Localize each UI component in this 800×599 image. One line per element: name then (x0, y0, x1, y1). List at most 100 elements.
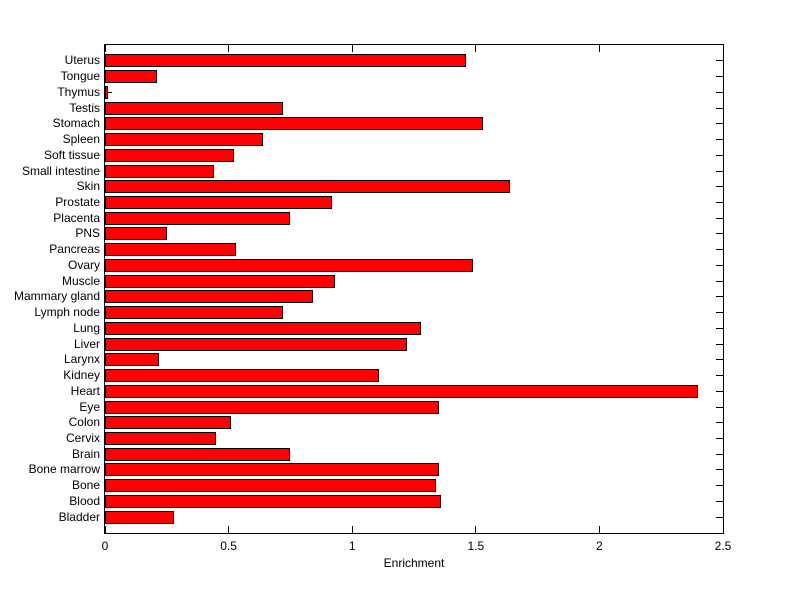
y-tick-right (716, 233, 723, 235)
category-label-bone-marrow: Bone marrow (28, 462, 100, 477)
category-label-bone: Bone (71, 478, 100, 493)
bar-lung (105, 321, 422, 335)
y-tick-right (716, 327, 723, 329)
y-tick-right (716, 438, 723, 439)
category-label-lung: Lung (73, 320, 100, 335)
y-tick-left (105, 91, 112, 93)
x-tick-label-0.5: 0.5 (220, 539, 237, 553)
y-tick-right (716, 485, 723, 487)
y-tick-right (716, 422, 723, 424)
bar-small-intestine (105, 164, 214, 178)
y-tick-right (716, 406, 723, 408)
bar-pancreas (105, 243, 236, 257)
x-tick-label-0: 0 (101, 539, 109, 553)
category-label-soft-tissue: Soft tissue (43, 147, 100, 162)
x-tick-bottom (475, 526, 477, 533)
x-axis-label: Enrichment (383, 556, 445, 570)
y-tick-right (716, 249, 723, 251)
bar-brain (105, 447, 291, 461)
category-label-lymph-node: Lymph node (34, 305, 100, 320)
category-label-stomach: Stomach (52, 116, 100, 131)
x-tick-top (722, 45, 724, 52)
y-tick-right (716, 516, 723, 518)
category-label-eye: Eye (79, 399, 100, 414)
bar-bone (105, 479, 437, 493)
bar-muscle (105, 274, 335, 288)
x-tick-top (598, 45, 600, 52)
category-label-small-intestine: Small intestine (21, 163, 100, 178)
category-label-prostate: Prostate (55, 195, 100, 209)
category-label-skin: Skin (76, 179, 100, 194)
y-tick-right (716, 76, 723, 78)
y-tick-right (716, 60, 723, 62)
y-tick-right (716, 375, 723, 376)
category-label-uterus: Uterus (64, 53, 100, 68)
y-tick-right (716, 390, 723, 392)
bar-bladder (105, 510, 175, 524)
y-tick-right (716, 312, 723, 314)
x-tick-label-1: 1 (348, 539, 356, 553)
y-tick-right (716, 280, 723, 282)
x-tick-bottom (104, 526, 106, 533)
y-tick-right (716, 123, 723, 125)
category-label-colon: Colon (68, 415, 100, 430)
bar-placenta (105, 211, 291, 225)
y-tick-right (716, 154, 723, 156)
y-tick-right (716, 107, 723, 109)
category-label-liver: Liver (73, 336, 100, 351)
bar-lymph-node (105, 306, 283, 320)
bar-tongue (105, 70, 157, 84)
y-tick-right (716, 500, 723, 502)
bar-ovary (105, 258, 474, 272)
bar-soft-tissue (105, 148, 234, 162)
bar-uterus (105, 54, 466, 68)
bar-blood (105, 494, 442, 508)
x-tick-bottom (351, 526, 353, 533)
y-tick-right (716, 186, 723, 188)
category-label-kidney: Kidney (63, 368, 100, 382)
bar-kidney (105, 369, 380, 382)
x-tick-top (475, 45, 477, 52)
category-label-mammary-gland: Mammary gland (13, 289, 100, 304)
category-label-muscle: Muscle (61, 273, 100, 288)
bar-larynx (105, 353, 160, 367)
category-label-cervix: Cervix (65, 431, 100, 445)
category-label-pns: PNS (75, 226, 100, 241)
y-tick-right (716, 359, 723, 361)
bar-mammary-gland (105, 290, 313, 304)
y-tick-right (716, 343, 723, 345)
category-label-thymus: Thymus (57, 84, 100, 99)
bar-thymus (105, 85, 108, 99)
y-tick-right (716, 217, 723, 219)
y-tick-right (716, 264, 723, 266)
category-label-tongue: Tongue (60, 69, 100, 84)
y-tick-right (716, 91, 723, 93)
category-label-heart: Heart (70, 383, 100, 398)
bar-bone-marrow (105, 463, 439, 477)
bar-skin (105, 180, 511, 194)
category-label-larynx: Larynx (63, 352, 100, 367)
y-tick-right (716, 296, 723, 298)
x-tick-bottom (598, 526, 600, 533)
category-label-testis: Testis (69, 100, 100, 115)
bar-colon (105, 416, 232, 430)
bar-eye (105, 400, 439, 414)
y-tick-right (716, 453, 723, 455)
x-tick-label-2: 2 (596, 539, 603, 553)
bar-pns (105, 227, 167, 241)
x-tick-top (228, 45, 230, 52)
x-tick-bottom (228, 526, 230, 533)
x-tick-top (104, 45, 106, 52)
category-label-blood: Blood (69, 493, 100, 508)
bar-heart (105, 384, 699, 398)
x-tick-top (351, 45, 353, 52)
category-label-pancreas: Pancreas (49, 242, 100, 257)
category-label-brain: Brain (71, 446, 100, 461)
bar-stomach (105, 117, 484, 131)
bar-cervix (105, 432, 217, 445)
bar-liver (105, 337, 407, 351)
category-label-spleen: Spleen (62, 132, 100, 146)
x-tick-label-1.5: 1.5 (467, 539, 485, 553)
y-tick-right (716, 170, 723, 172)
